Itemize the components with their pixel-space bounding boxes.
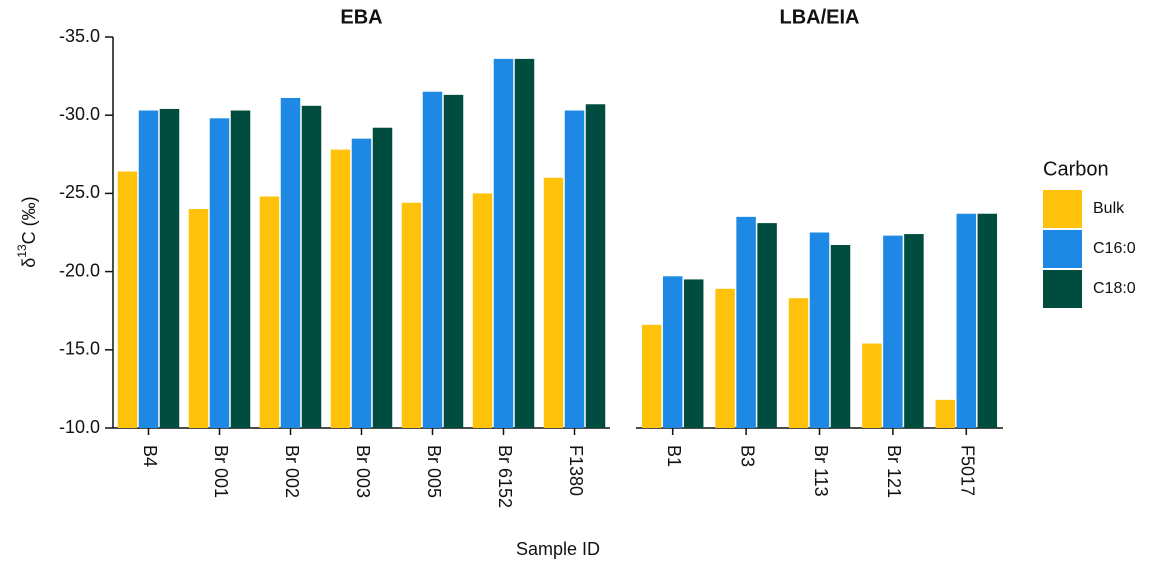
- x-tick-label: Br 001: [211, 445, 231, 498]
- x-tick-label: B3: [737, 445, 757, 467]
- y-tick-label: -15.0: [59, 339, 100, 359]
- x-tick-label: F1380: [566, 445, 586, 496]
- bar: [422, 91, 443, 429]
- facet-title: EBA: [340, 6, 382, 28]
- x-tick-label: Br 6152: [495, 445, 515, 508]
- bar: [543, 177, 564, 428]
- legend-key: [1043, 190, 1082, 228]
- bar: [862, 343, 882, 428]
- y-label-superscript: 13: [15, 244, 29, 258]
- bar: [401, 202, 422, 428]
- bar: [662, 276, 683, 428]
- x-axis-label: Sample ID: [516, 539, 600, 559]
- bar: [935, 399, 956, 428]
- legend-label: Bulk: [1093, 200, 1125, 217]
- bar: [715, 288, 735, 428]
- x-tick-label: Br 003: [353, 445, 373, 498]
- bar: [159, 108, 180, 428]
- bar: [351, 138, 372, 428]
- bar: [301, 105, 322, 428]
- facet-title: LBA/EIA: [780, 6, 860, 28]
- bar: [209, 118, 230, 428]
- y-tick-label: -30.0: [59, 104, 100, 124]
- legend-key: [1043, 270, 1082, 308]
- x-tick-label: Br 002: [282, 445, 302, 498]
- bar: [493, 58, 514, 429]
- bar: [280, 97, 301, 428]
- y-tick-label: -20.0: [59, 260, 100, 280]
- bar: [372, 127, 393, 428]
- bar: [788, 298, 809, 428]
- x-tick-label: B4: [140, 445, 160, 467]
- bar: [117, 171, 138, 428]
- bar: [683, 279, 704, 428]
- bar: [757, 223, 777, 428]
- legend-key: [1043, 230, 1082, 268]
- bar: [830, 245, 851, 428]
- bar: [330, 149, 351, 428]
- bar: [883, 235, 903, 428]
- x-tick-label: F5017: [958, 445, 978, 496]
- y-tick-label: -35.0: [59, 26, 100, 46]
- x-tick-label: Br 113: [811, 445, 831, 497]
- legend-label: C16:0: [1093, 240, 1136, 257]
- x-tick-label: B1: [664, 445, 684, 467]
- bar: [138, 110, 159, 429]
- bar: [472, 193, 493, 428]
- bar: [443, 94, 464, 429]
- y-tick-label: -10.0: [59, 417, 100, 437]
- bar: [809, 232, 830, 428]
- bar: [736, 216, 756, 428]
- bar: [956, 213, 977, 428]
- bar: [188, 209, 209, 428]
- bar: [514, 58, 535, 429]
- x-tick-label: Br 121: [884, 445, 904, 498]
- legend-title: Carbon: [1043, 158, 1109, 180]
- bar: [564, 110, 585, 429]
- y-label-symbol: δ: [19, 258, 39, 268]
- y-tick-label: -25.0: [59, 182, 100, 202]
- legend-label: C18:0: [1093, 280, 1136, 297]
- bar: [259, 196, 280, 428]
- bar: [585, 104, 606, 428]
- bar: [904, 234, 924, 428]
- y-axis-label: δ13C (‰): [15, 196, 39, 267]
- bar: [230, 110, 251, 429]
- bar: [641, 324, 662, 428]
- bar: [977, 213, 998, 428]
- x-tick-label: Br 005: [424, 445, 444, 498]
- y-label-rest: C (‰): [19, 196, 39, 244]
